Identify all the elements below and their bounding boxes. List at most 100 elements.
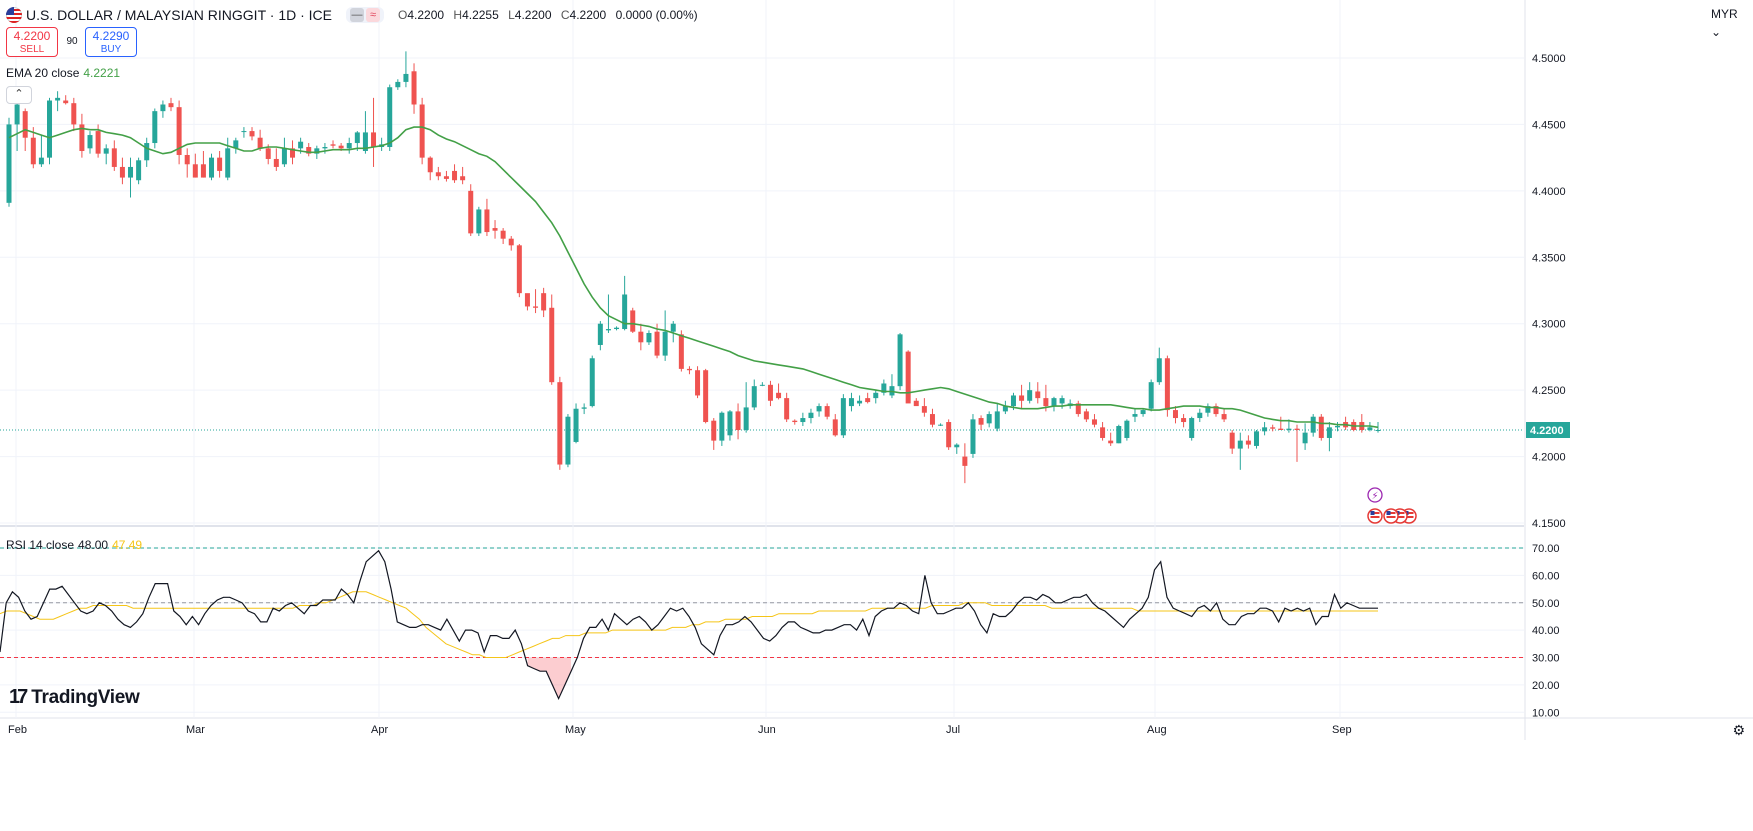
candle-body <box>1148 382 1154 409</box>
candle-body <box>735 411 741 430</box>
candle-body <box>1213 406 1219 415</box>
candle-body <box>954 444 960 448</box>
candle-body <box>314 148 320 154</box>
candle-body <box>541 293 547 311</box>
candle-body <box>1010 395 1016 407</box>
price-tick-label: 4.4000 <box>1532 186 1566 198</box>
sell-price: 4.2200 <box>13 29 51 43</box>
candle-body <box>508 238 514 246</box>
flag-stripe <box>1395 516 1405 518</box>
candle-body <box>1132 414 1138 417</box>
collapse-legend-button[interactable]: ⌃ <box>6 86 32 104</box>
candle-body <box>1294 428 1300 430</box>
candle-body <box>1075 403 1081 415</box>
ema-legend-value: 4.2221 <box>83 66 121 80</box>
candle-body <box>419 104 425 158</box>
candle-body <box>719 412 725 441</box>
flag-canton <box>1370 511 1375 515</box>
candle-body <box>857 400 863 404</box>
candle-body <box>362 132 368 151</box>
candle-body <box>865 398 871 403</box>
candle-body <box>549 307 555 383</box>
price-tick-label: 4.4500 <box>1532 119 1566 131</box>
candle-body <box>873 392 879 399</box>
rsi-legend[interactable]: RSI 14 close 48.00 47.49 <box>6 538 142 552</box>
ohlc-open: 4.2200 <box>407 8 445 22</box>
candle-body <box>994 411 1000 429</box>
candle-body <box>71 103 77 125</box>
price-tick-label: 4.3500 <box>1532 252 1566 264</box>
candle-body <box>978 418 984 425</box>
candle-body <box>14 104 20 125</box>
candle-body <box>686 368 692 371</box>
settings-gear-icon[interactable]: ⚙ <box>1732 722 1745 738</box>
candle-body <box>111 148 117 167</box>
market-status-pill[interactable]: — ≈ <box>346 7 384 23</box>
ohlc-low: 4.2200 <box>514 8 552 22</box>
rsi-ma-line <box>0 591 1378 658</box>
sell-button[interactable]: 4.2200 SELL <box>6 27 58 57</box>
rsi-tick-label: 40.00 <box>1532 625 1560 637</box>
rsi-legend-value: 48.00 <box>78 538 109 552</box>
symbol-header: U.S. DOLLAR / MALAYSIAN RINGGIT · 1D · I… <box>0 4 704 26</box>
candle-body <box>776 392 782 399</box>
rsi-ma-legend-value: 47.49 <box>112 538 143 552</box>
tradingview-logo[interactable]: 17 TradingView <box>9 686 140 709</box>
candle-body <box>1083 411 1089 420</box>
ohlc-close: 4.2200 <box>569 8 607 22</box>
candle-body <box>727 411 733 436</box>
candle-body <box>1181 418 1187 423</box>
candle-body <box>427 157 433 173</box>
candle-body <box>557 382 563 465</box>
candle-body <box>1116 426 1122 444</box>
candle-body <box>784 398 790 420</box>
rsi-tick-label: 20.00 <box>1532 680 1560 692</box>
currency-selector[interactable]: MYR ⌄ <box>1711 5 1751 39</box>
spread-value: 90 <box>66 36 78 47</box>
candle-body <box>913 400 919 407</box>
price-tick-label: 4.3000 <box>1532 319 1566 331</box>
candle-body <box>136 160 142 181</box>
candle-body <box>1205 406 1211 413</box>
candle-body <box>87 135 93 149</box>
price-tick-label: 4.5000 <box>1532 53 1566 65</box>
candle-body <box>897 334 903 387</box>
ema-legend-label: EMA 20 close <box>6 66 80 80</box>
candle-body <box>249 131 255 137</box>
candle-body <box>79 124 85 151</box>
ema-legend[interactable]: EMA 20 close 4.2221 <box>6 66 120 80</box>
price-tick-label: 4.2500 <box>1532 385 1566 397</box>
candle-body <box>662 331 668 356</box>
candle-body <box>1229 432 1235 449</box>
flag-stripe <box>1386 516 1396 518</box>
candle-body <box>816 406 822 412</box>
candle-body <box>460 176 466 181</box>
candle-body <box>290 148 296 158</box>
flag-stripe <box>1370 512 1380 514</box>
candle-body <box>152 111 158 144</box>
candle-body <box>47 100 53 158</box>
candle-body <box>30 137 36 165</box>
time-tick-label: May <box>565 724 586 736</box>
flag-stripe <box>1370 516 1380 518</box>
candle-body <box>970 419 976 454</box>
chevron-down-icon: ⌄ <box>1711 25 1722 39</box>
candle-body <box>1108 440 1114 444</box>
candle-body <box>1043 398 1049 407</box>
candle-body <box>1100 427 1106 438</box>
candle-body <box>622 294 628 330</box>
candle-body <box>670 323 676 332</box>
candle-body <box>1035 391 1041 399</box>
candle-body <box>1270 427 1276 429</box>
candle-body <box>767 384 773 401</box>
buy-price: 4.2290 <box>92 29 130 43</box>
candle-body <box>695 370 701 396</box>
time-tick-label: Feb <box>8 724 27 736</box>
symbol-title[interactable]: U.S. DOLLAR / MALAYSIAN RINGGIT · 1D · I… <box>26 7 332 23</box>
candle-body <box>200 164 206 178</box>
buy-button[interactable]: 4.2290 BUY <box>85 27 137 57</box>
time-tick-label: Jul <box>946 724 960 736</box>
rsi-tick-label: 60.00 <box>1532 570 1560 582</box>
